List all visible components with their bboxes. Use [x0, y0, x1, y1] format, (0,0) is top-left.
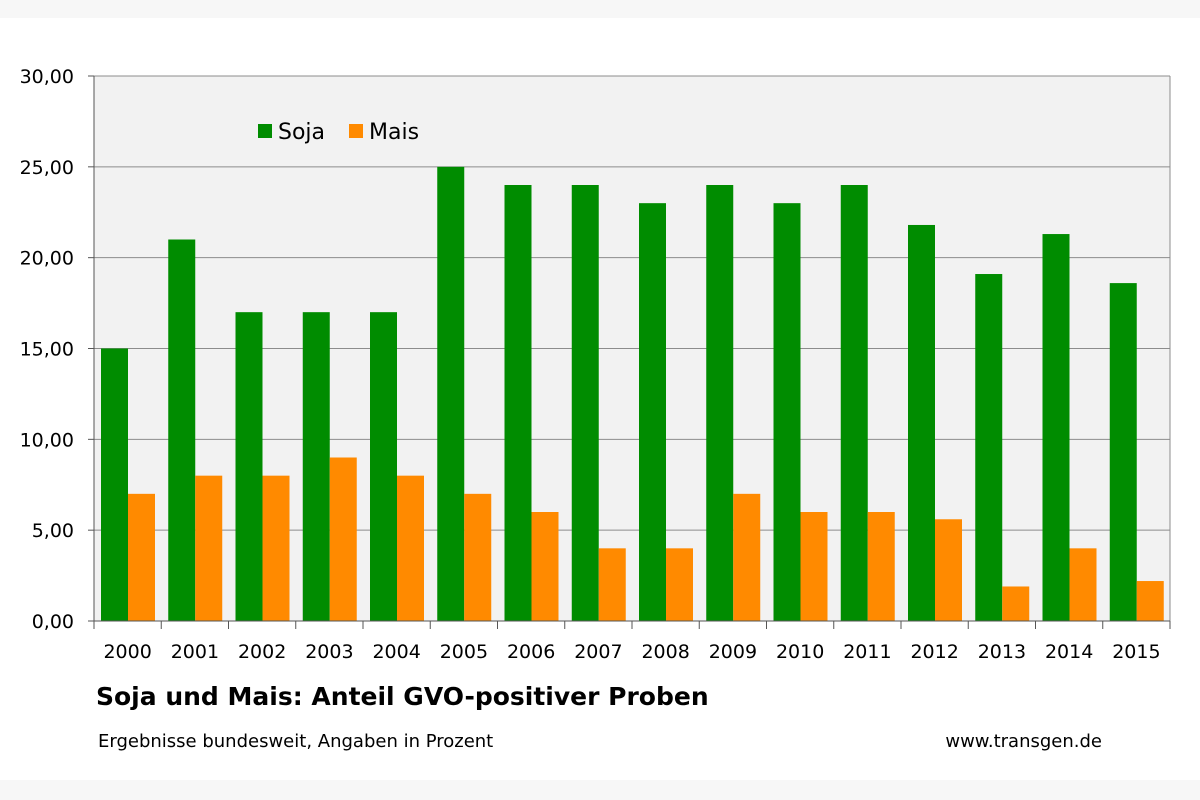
- y-tick-label: 20,00: [20, 248, 74, 270]
- bar-mais-2001: [195, 475, 223, 621]
- bar-soja-2012: [908, 224, 935, 621]
- x-tick-label: 2012: [910, 641, 958, 663]
- y-tick-label: 30,00: [20, 66, 74, 88]
- bar-mais-2013: [1002, 586, 1030, 621]
- bar-soja-2008: [639, 203, 666, 621]
- bar-mais-2009: [733, 493, 761, 621]
- x-tick-label: 2013: [978, 641, 1026, 663]
- legend-swatch-mais: [349, 124, 363, 138]
- bar-mais-2000: [128, 493, 155, 621]
- bar-soja-2004: [370, 312, 397, 621]
- legend: Soja Mais: [258, 120, 419, 145]
- bar-soja-2002: [235, 312, 263, 621]
- bar-soja-2000: [101, 348, 128, 621]
- bar-soja-2003: [302, 312, 330, 621]
- bar-mais-2006: [531, 512, 559, 621]
- bar-soja-2005: [437, 166, 465, 622]
- x-tick-label: 2004: [372, 641, 420, 663]
- bars: [101, 166, 1164, 622]
- x-tick-label: 2008: [641, 641, 689, 663]
- bar-soja-2010: [773, 203, 801, 621]
- x-tick-label: 2014: [1045, 641, 1093, 663]
- legend-swatch-soja: [258, 124, 272, 138]
- x-tick-label: 2007: [574, 641, 622, 663]
- bar-soja-2001: [168, 239, 196, 621]
- bar-soja-2011: [840, 185, 868, 621]
- x-tick-label: 2003: [305, 641, 353, 663]
- y-tick-label: 10,00: [20, 429, 74, 451]
- x-tick-label: 2011: [843, 641, 891, 663]
- x-tick-label: 2006: [507, 641, 555, 663]
- bar-mais-2012: [935, 519, 962, 621]
- chart-subtitle: Ergebnisse bundesweit, Angaben in Prozen…: [98, 731, 494, 752]
- chart-title: Soja und Mais: Anteil GVO-positiver Prob…: [96, 682, 709, 711]
- bar-soja-2015: [1109, 283, 1137, 621]
- bar-mais-2004: [397, 475, 424, 621]
- bar-mais-2010: [800, 512, 828, 621]
- bar-mais-2014: [1069, 548, 1097, 621]
- y-tick-labels: 0,00 5,00 10,00 15,00 20,00 25,00 30,00: [20, 66, 74, 633]
- bar-mais-2002: [262, 475, 290, 621]
- bar-mais-2011: [867, 512, 895, 621]
- x-tick-labels: 2000 2001 2002 2003 2004 2005 2006 2007 2008 2009…: [93, 621, 1171, 663]
- bar-soja-2013: [975, 274, 1003, 621]
- y-tick-label: 25,00: [20, 157, 74, 179]
- bar-mais-2007: [598, 548, 626, 621]
- legend-label-mais: Mais: [369, 120, 419, 145]
- x-tick-label: 2000: [103, 641, 151, 663]
- x-tick-label: 2009: [709, 641, 757, 663]
- bar-mais-2008: [666, 548, 693, 621]
- x-tick-label: 2005: [440, 641, 488, 663]
- bar-soja-2014: [1042, 234, 1070, 622]
- bar-soja-2006: [504, 185, 532, 621]
- x-tick-label: 2001: [171, 641, 219, 663]
- y-tick-label: 5,00: [32, 520, 74, 542]
- legend-label-soja: Soja: [278, 120, 325, 145]
- x-tick-label: 2002: [238, 641, 286, 663]
- bar-mais-2005: [464, 493, 492, 621]
- x-tick-label: 2010: [776, 641, 824, 663]
- source-link[interactable]: www.transgen.de: [945, 731, 1102, 752]
- bar-mais-2015: [1136, 581, 1164, 621]
- y-tick-label: 15,00: [20, 339, 74, 361]
- x-tick-label: 2015: [1112, 641, 1160, 663]
- bar-mais-2003: [329, 457, 357, 621]
- y-tick-label: 0,00: [32, 611, 74, 633]
- bar-soja-2007: [571, 185, 599, 621]
- bar-soja-2009: [706, 185, 734, 621]
